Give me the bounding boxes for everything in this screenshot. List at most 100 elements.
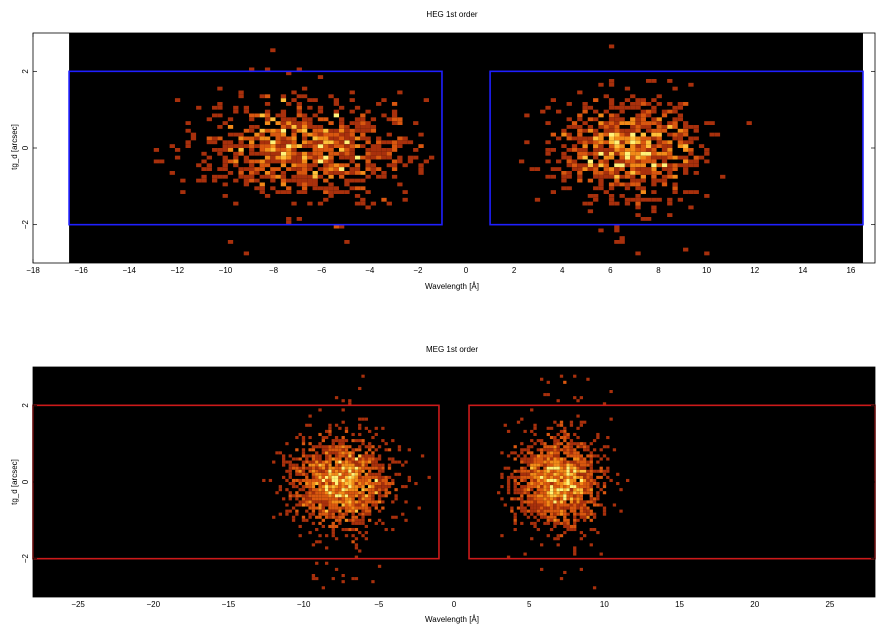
- heg-bin: [339, 155, 345, 160]
- meg-bin: [318, 463, 322, 467]
- meg-bin: [563, 488, 567, 492]
- meg-bin: [315, 457, 319, 461]
- heg-bin: [630, 171, 636, 175]
- heg-bin: [317, 148, 324, 152]
- meg-bin: [526, 503, 531, 507]
- meg-bin: [364, 426, 368, 430]
- heg-bin: [561, 178, 567, 183]
- meg-bin: [324, 561, 329, 565]
- meg-bin: [526, 500, 531, 504]
- heg-bin: [640, 171, 646, 175]
- heg-bin: [227, 125, 234, 129]
- heg-bin: [323, 155, 329, 160]
- heg-bin: [243, 144, 250, 148]
- meg-bin: [328, 469, 332, 473]
- heg-bin: [635, 155, 641, 160]
- meg-bin: [331, 512, 335, 516]
- meg-bin: [318, 445, 322, 449]
- heg-bin: [296, 178, 302, 183]
- meg-bin: [334, 454, 339, 458]
- meg-bin: [262, 478, 266, 482]
- heg-bin: [254, 144, 260, 148]
- heg-bin: [672, 136, 678, 141]
- heg-bin: [624, 121, 631, 125]
- meg-bin: [348, 460, 352, 464]
- heg-bin: [354, 155, 361, 160]
- heg-bin: [354, 163, 361, 168]
- heg-bin: [317, 125, 324, 129]
- meg-bin: [549, 494, 554, 498]
- heg-bin: [608, 44, 615, 49]
- meg-bin: [589, 482, 593, 486]
- heg-bin: [185, 128, 191, 133]
- heg-bin: [645, 159, 652, 164]
- heg-bin: [344, 140, 350, 145]
- meg-bin: [315, 482, 319, 486]
- meg-bin: [533, 485, 537, 489]
- meg-bin: [520, 442, 524, 446]
- meg-xtick-label: 5: [527, 600, 532, 609]
- meg-bin: [573, 463, 577, 467]
- heg-bin: [661, 178, 668, 183]
- meg-bin: [530, 454, 534, 458]
- heg-bin: [301, 117, 308, 122]
- heg-bin: [640, 217, 646, 221]
- heg-bin: [640, 186, 646, 191]
- heg-bin: [566, 186, 572, 191]
- heg-bin: [339, 105, 345, 110]
- heg-bin: [296, 144, 302, 148]
- heg-bin: [635, 159, 641, 164]
- heg-bin: [275, 136, 281, 141]
- meg-bin: [583, 485, 587, 489]
- heg-bin: [704, 148, 710, 152]
- heg-bin: [270, 144, 276, 148]
- meg-bin: [354, 518, 359, 522]
- heg-bin: [593, 109, 599, 114]
- heg-bin: [211, 105, 218, 110]
- meg-bin: [311, 485, 316, 489]
- meg-bin: [344, 469, 349, 473]
- heg-bin: [667, 174, 673, 179]
- heg-bin: [312, 136, 318, 141]
- meg-bin: [586, 475, 590, 479]
- meg-bin: [311, 506, 316, 510]
- heg-bin: [645, 148, 652, 152]
- heg-bin: [635, 117, 641, 122]
- meg-bin: [536, 512, 541, 516]
- heg-bin: [587, 125, 594, 129]
- meg-bin: [516, 488, 521, 492]
- heg-bin: [222, 159, 228, 164]
- heg-bin: [635, 140, 641, 145]
- meg-bin: [348, 472, 352, 476]
- heg-bin: [349, 128, 355, 133]
- meg-bin: [576, 500, 580, 504]
- meg-bin: [334, 482, 339, 486]
- meg-bin: [324, 448, 329, 452]
- meg-bin: [278, 512, 282, 516]
- heg-bin: [275, 174, 281, 179]
- meg-bin: [573, 512, 577, 516]
- meg-bin: [546, 380, 550, 384]
- heg-bin: [661, 174, 668, 179]
- meg-bin: [556, 432, 560, 436]
- meg-bin: [361, 482, 365, 486]
- heg-bin: [614, 178, 620, 183]
- meg-bin: [563, 518, 567, 522]
- meg-bin: [586, 482, 590, 486]
- heg-bin: [645, 113, 652, 118]
- meg-bin: [348, 475, 352, 479]
- meg-bin: [308, 503, 312, 507]
- meg-bin: [586, 448, 590, 452]
- heg-bin: [259, 163, 265, 168]
- heg-bin: [661, 163, 668, 168]
- heg-bin: [301, 186, 308, 191]
- meg-bin: [354, 494, 359, 498]
- heg-bin: [317, 151, 324, 156]
- heg-bin: [301, 94, 308, 99]
- heg-region-positive: [489, 70, 864, 226]
- meg-bin: [361, 506, 365, 510]
- heg-bin: [645, 109, 652, 114]
- meg-bin: [301, 518, 306, 522]
- meg-bin: [583, 478, 587, 482]
